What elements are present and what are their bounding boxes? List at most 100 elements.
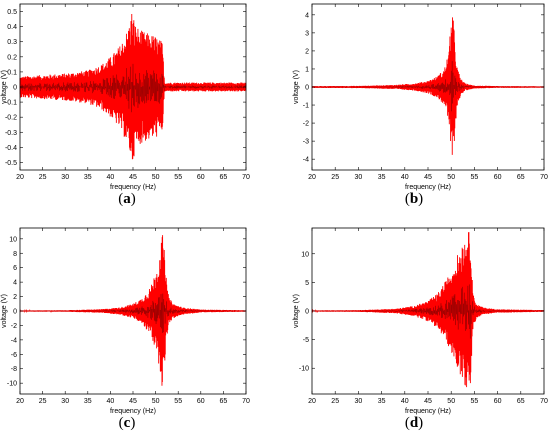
x-tick-label: 20 (16, 398, 24, 405)
x-tick-label: 70 (540, 398, 548, 405)
y-tick-label: 2 (305, 48, 309, 55)
x-tick-label: 50 (152, 174, 160, 181)
y-tick-label: -6 (11, 352, 17, 359)
x-tick-label: 55 (471, 398, 479, 405)
x-tick-label: 50 (447, 398, 455, 405)
x-tick-label: 30 (61, 174, 69, 181)
x-tick-label: 65 (220, 398, 228, 405)
x-tick-label: 70 (242, 174, 250, 181)
panel-caption-c: (c) (118, 415, 136, 431)
panel-caption-b: (b) (404, 191, 424, 207)
x-tick-label: 25 (39, 398, 47, 405)
signal-trace-inner (311, 284, 545, 339)
y-tick-label: -10 (7, 381, 17, 388)
y-axis-label: voltage (V) (1, 70, 8, 104)
y-tick-label: -0.3 (5, 130, 17, 137)
panel-a: 20 25 30 35 40 45 50 55 60 65 70 0.5 0.4 0.3 0.2 0.1 0 -0… (1, 3, 250, 191)
x-tick-label: 60 (197, 174, 205, 181)
y-tick-label: 0.2 (7, 54, 17, 61)
signal-trace (19, 14, 247, 160)
y-tick-label: 0.1 (7, 69, 17, 76)
x-tick-label: 30 (355, 398, 363, 405)
y-tick-label: -2 (303, 121, 309, 128)
panel-d: 20 25 30 35 40 45 50 55 60 65 701050-5-10frequency… (293, 227, 548, 415)
x-tick-label: 50 (447, 174, 455, 181)
y-tick-label: 0 (305, 309, 309, 316)
x-tick-label: 70 (540, 174, 548, 181)
signal-trace-inner (19, 293, 247, 333)
y-tick-label: -0.4 (5, 145, 17, 152)
x-tick-label: 40 (401, 174, 409, 181)
y-tick-label: -10 (299, 366, 309, 373)
y-tick-label: 4 (305, 12, 309, 19)
y-tick-label: 2 (13, 294, 17, 301)
y-tick-label: 6 (13, 265, 17, 272)
x-tick-label: 45 (129, 398, 137, 405)
x-axis-label: frequency (Hz) (110, 408, 156, 415)
x-tick-label: 55 (471, 174, 479, 181)
y-tick-label: -0.2 (5, 115, 17, 122)
y-tick-label: -1 (303, 103, 309, 110)
y-tick-label: 5 (305, 280, 309, 287)
x-tick-label: 65 (220, 174, 228, 181)
y-tick-label: 0 (305, 85, 309, 92)
y-tick-label: -0.1 (5, 100, 17, 107)
y-tick-label: 10 (9, 236, 17, 243)
x-tick-label: 65 (517, 174, 525, 181)
x-axis-label: frequency (Hz) (110, 184, 156, 191)
x-tick-label: 40 (401, 398, 409, 405)
y-tick-label: 0.5 (7, 9, 17, 16)
x-tick-label: 25 (39, 174, 47, 181)
y-tick-label: -5 (303, 337, 309, 344)
y-tick-label: -3 (303, 139, 309, 146)
x-tick-label: 30 (61, 398, 69, 405)
y-tick-label: 0.4 (7, 24, 17, 31)
signal-trace-inner (311, 61, 545, 112)
panel-caption-a: (a) (118, 191, 136, 207)
x-tick-label: 55 (174, 174, 182, 181)
y-tick-label: -4 (11, 337, 17, 344)
x-tick-label: 60 (494, 174, 502, 181)
x-tick-label: 45 (129, 174, 137, 181)
x-tick-label: 55 (174, 398, 182, 405)
y-tick-label: -8 (11, 366, 17, 373)
x-tick-label: 35 (378, 174, 386, 181)
x-tick-label: 35 (378, 398, 386, 405)
y-axis-label: voltage (V) (293, 70, 300, 104)
y-tick-label: -4 (303, 157, 309, 164)
x-tick-label: 60 (494, 398, 502, 405)
y-tick-label: -0.5 (5, 160, 17, 167)
x-tick-label: 20 (308, 398, 316, 405)
x-tick-label: 60 (197, 398, 205, 405)
x-tick-label: 25 (331, 398, 339, 405)
y-axis-label: voltage (V) (293, 294, 300, 328)
x-tick-label: 40 (107, 174, 115, 181)
y-tick-label: 1 (305, 66, 309, 73)
x-tick-label: 50 (152, 398, 160, 405)
x-tick-label: 35 (84, 398, 92, 405)
x-tick-label: 20 (16, 174, 24, 181)
y-tick-label: 3 (305, 30, 309, 37)
x-tick-label: 70 (242, 398, 250, 405)
panel-caption-d: (d) (404, 415, 424, 431)
x-tick-label: 20 (308, 174, 316, 181)
signal-trace (19, 235, 247, 386)
y-tick-label: 10 (301, 251, 309, 258)
panel-b: 20 25 30 35 40 45 50 55 60 65 70 4 3 2 1 0 -1 -2 -3 -4 frequ… (293, 3, 548, 191)
y-tick-label: 0 (13, 85, 17, 92)
x-tick-label: 35 (84, 174, 92, 181)
signal-trace-inner (19, 63, 247, 113)
y-tick-label: 4 (13, 280, 17, 287)
x-tick-label: 40 (107, 398, 115, 405)
x-axis-label: frequency (Hz) (405, 408, 451, 415)
x-tick-label: 25 (331, 174, 339, 181)
y-tick-label: -2 (11, 323, 17, 330)
y-tick-label: 0.3 (7, 39, 17, 46)
y-tick-label: 8 (13, 251, 17, 258)
x-axis-label: frequency (Hz) (405, 184, 451, 191)
y-axis-label: voltage (V) (1, 294, 8, 328)
panel-c: 20 25 30 35 40 45 50 55 60 65 701086420-2-4-6-8-10… (1, 227, 250, 415)
x-tick-label: 30 (355, 174, 363, 181)
x-tick-label: 65 (517, 398, 525, 405)
